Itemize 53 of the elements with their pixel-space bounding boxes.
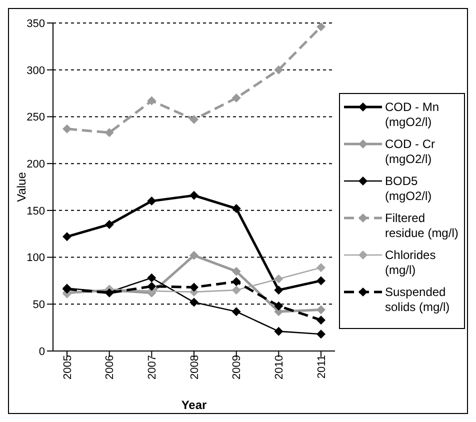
x-tick-label: 2008	[188, 355, 201, 380]
point	[147, 282, 156, 291]
point	[190, 282, 198, 292]
point	[147, 273, 156, 282]
point	[274, 65, 284, 74]
legend-label: BOD5 (mgO2/l)	[385, 174, 433, 204]
point	[316, 23, 326, 32]
point	[190, 298, 198, 307]
point	[147, 196, 156, 206]
point	[232, 307, 241, 316]
point	[232, 277, 241, 286]
point	[274, 274, 284, 284]
y-tick-label: 200	[26, 158, 45, 170]
x-tick-label: 2009	[231, 355, 244, 380]
point	[62, 124, 72, 134]
legend-label: Filtered residue (mg/l)	[385, 211, 460, 241]
point	[316, 316, 326, 325]
point	[316, 330, 326, 339]
x-tick-label: 2011	[316, 355, 328, 379]
y-tick-label: 350	[26, 18, 45, 30]
point	[274, 326, 284, 336]
y-tick-label: 50	[32, 299, 45, 312]
point	[147, 96, 156, 106]
point	[274, 286, 284, 295]
point	[104, 220, 114, 229]
point	[232, 266, 241, 276]
x-tick-label: 2005	[62, 355, 74, 380]
point	[62, 232, 72, 242]
x-axis-title: Year	[181, 398, 208, 412]
legend-label: COD - Cr (mgO2/l)	[385, 137, 436, 167]
y-tick-label: 150	[26, 205, 45, 218]
point	[316, 305, 326, 314]
point	[232, 93, 241, 102]
y-tick-label: 100	[26, 252, 45, 264]
point	[190, 250, 198, 260]
point	[232, 286, 241, 295]
point	[232, 204, 241, 214]
y-tick-label: 0	[38, 346, 45, 358]
point	[190, 115, 198, 124]
x-tick-label: 2007	[146, 355, 158, 380]
x-tick-label: 2010	[273, 355, 286, 380]
point	[190, 190, 198, 200]
y-axis-title: Value	[14, 172, 28, 202]
legend-label: Chlorides (mg/l)	[385, 248, 437, 278]
y-tick-label: 300	[26, 64, 45, 77]
y-tick-label: 250	[26, 112, 45, 124]
x-tick-label: 2006	[104, 355, 116, 380]
point	[104, 128, 114, 138]
point	[274, 302, 284, 311]
point	[316, 276, 326, 286]
legend-label: Suspended solids (mg/l)	[385, 285, 451, 315]
legend-label: COD - Mn (mgO2/l)	[385, 100, 440, 130]
point	[316, 263, 326, 272]
